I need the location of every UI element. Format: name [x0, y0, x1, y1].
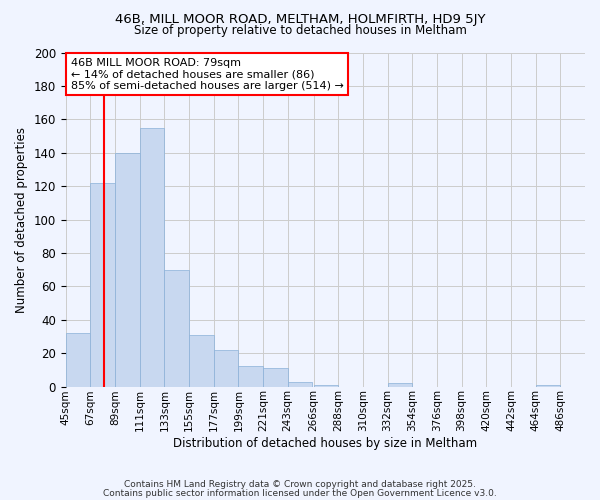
X-axis label: Distribution of detached houses by size in Meltham: Distribution of detached houses by size …: [173, 437, 478, 450]
Text: Size of property relative to detached houses in Meltham: Size of property relative to detached ho…: [134, 24, 466, 37]
Bar: [214, 350, 238, 387]
Bar: [263, 368, 288, 386]
Bar: [65, 333, 91, 386]
Text: Contains public sector information licensed under the Open Government Licence v3: Contains public sector information licen…: [103, 489, 497, 498]
Text: 46B MILL MOOR ROAD: 79sqm
← 14% of detached houses are smaller (86)
85% of semi-: 46B MILL MOOR ROAD: 79sqm ← 14% of detac…: [71, 58, 344, 90]
Y-axis label: Number of detached properties: Number of detached properties: [15, 126, 28, 312]
Bar: [115, 152, 140, 386]
Bar: [189, 335, 214, 386]
Bar: [288, 382, 313, 386]
Bar: [314, 385, 338, 386]
Bar: [140, 128, 164, 386]
Text: 46B, MILL MOOR ROAD, MELTHAM, HOLMFIRTH, HD9 5JY: 46B, MILL MOOR ROAD, MELTHAM, HOLMFIRTH,…: [115, 12, 485, 26]
Bar: [238, 366, 263, 386]
Bar: [536, 385, 560, 386]
Bar: [164, 270, 189, 386]
Bar: [388, 383, 412, 386]
Text: Contains HM Land Registry data © Crown copyright and database right 2025.: Contains HM Land Registry data © Crown c…: [124, 480, 476, 489]
Bar: [91, 183, 115, 386]
